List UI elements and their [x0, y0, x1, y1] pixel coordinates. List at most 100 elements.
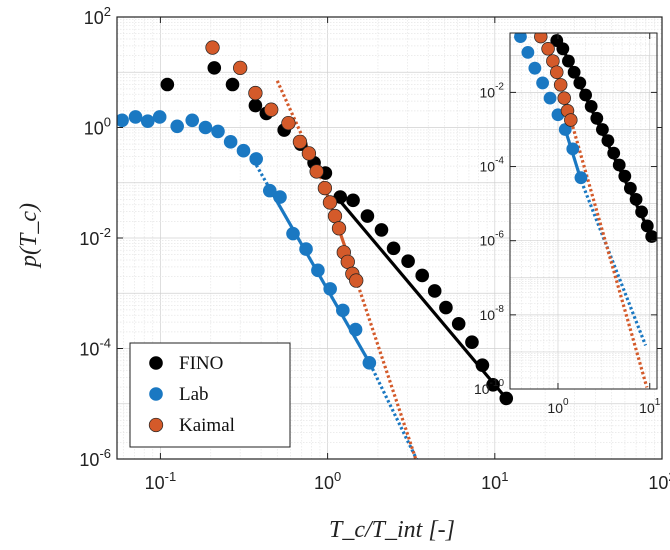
main-point-kaimal — [327, 208, 343, 224]
main-fit-lab-dotted — [368, 363, 419, 459]
main-point-lab — [311, 263, 325, 278]
inset-point-fino — [567, 65, 581, 79]
main-point-lab — [262, 183, 277, 198]
inset-point-kaimal — [550, 65, 564, 79]
main-point-lab — [211, 124, 225, 139]
legend: FINO Lab Kaimal — [129, 342, 291, 448]
main-point-fino — [386, 241, 401, 256]
inset-y-tick-label: 10-8 — [480, 304, 505, 323]
inset-ticks: 100 101 10-2 10-4 10-6 10-8 10-10 — [474, 33, 661, 416]
inset-point-kaimal — [534, 33, 548, 44]
main-point-kaimal — [340, 254, 355, 270]
main-series-lab — [117, 110, 377, 370]
legend-item-lab: Lab — [149, 384, 209, 405]
inset-y-tick-label: 10-10 — [474, 378, 504, 397]
main-point-fino — [415, 268, 430, 283]
main-point-lab — [299, 242, 313, 256]
legend-label-kaimal: Kaimal — [179, 415, 235, 436]
main-point-kaimal — [349, 273, 364, 288]
y-axis-label: p(T_c) — [16, 203, 42, 269]
main-point-lab — [128, 110, 143, 124]
main-point-fino — [499, 391, 514, 406]
main-y-tick-label: 10-2 — [79, 225, 111, 249]
inset-y-tick-label: 10-4 — [480, 156, 505, 175]
inset-point-kaimal — [564, 113, 578, 127]
main-y-tick-label: 10-6 — [79, 446, 111, 470]
inset-plot: 100 101 10-2 10-4 10-6 10-8 10-10 — [474, 32, 661, 416]
inset-point-fino — [556, 42, 570, 56]
inset-point-fino — [645, 230, 657, 243]
main-point-fino — [346, 193, 360, 208]
x-axis-label: T_c/T_int [-] — [329, 517, 455, 543]
main-point-fino — [248, 98, 263, 113]
main-point-kaimal — [248, 85, 263, 101]
main-point-fino — [374, 223, 389, 237]
inset-point-fino — [573, 76, 587, 90]
inset-point-lab — [521, 45, 535, 59]
main-point-lab — [249, 152, 263, 166]
main-point-kaimal — [317, 180, 333, 196]
inset-series-fino — [550, 34, 657, 243]
main-point-lab — [236, 143, 251, 158]
main-point-fino — [439, 300, 453, 315]
main-series-kaimal — [205, 40, 364, 288]
inset-point-fino — [629, 192, 643, 206]
main-x-tick-label: 10-1 — [145, 469, 177, 493]
main-point-lab — [198, 120, 213, 135]
legend-item-fino: FINO — [149, 353, 223, 374]
main-point-kaimal — [233, 60, 248, 76]
inset-point-kaimal — [541, 42, 555, 56]
main-points — [117, 40, 514, 406]
main-fit-kaimal-dotted — [275, 80, 325, 184]
main-point-lab — [336, 303, 350, 318]
main-point-lab — [286, 226, 300, 241]
main-point-lab — [348, 322, 363, 337]
legend-marker-fino — [149, 356, 163, 370]
inset-point-fino — [584, 99, 598, 113]
legend-marker-kaimal — [148, 417, 164, 433]
inset-point-fino — [590, 111, 604, 125]
inset-point-lab — [536, 76, 550, 90]
inset-point-fino — [640, 219, 654, 233]
main-point-fino — [451, 316, 466, 331]
inset-point-kaimal — [553, 78, 568, 92]
main-point-lab — [185, 113, 200, 128]
main-point-lab — [140, 114, 155, 129]
main-point-lab — [273, 190, 287, 204]
main-point-fino — [427, 284, 442, 298]
main-point-fino — [465, 335, 479, 350]
main-point-kaimal — [322, 195, 338, 210]
main-point-kaimal — [331, 221, 347, 236]
main-point-kaimal — [309, 164, 324, 179]
main-point-fino — [160, 77, 175, 92]
inset-point-kaimal — [557, 91, 571, 105]
inset-x-tick-label: 101 — [639, 397, 661, 416]
main-point-fino — [360, 209, 375, 223]
main-point-lab — [223, 135, 238, 149]
inset-y-tick-label: 10-2 — [480, 81, 505, 100]
main-point-kaimal — [292, 134, 308, 149]
inset-point-fino — [618, 169, 632, 183]
inset-point-lab — [514, 33, 527, 43]
main-y-tick-label: 102 — [84, 4, 111, 28]
inset-fit-lab-dotted — [579, 180, 648, 346]
main-x-tick-label: 100 — [314, 469, 341, 493]
main-point-fino — [401, 254, 415, 269]
inset-point-lab — [528, 61, 542, 75]
inset-series-lab — [514, 33, 588, 185]
main-point-kaimal — [264, 102, 279, 117]
main-point-fino — [207, 61, 222, 75]
main-fit-kaimal-dotted — [356, 284, 418, 459]
inset-point-fino — [601, 134, 615, 148]
inset-y-tick-label: 10-6 — [480, 230, 505, 249]
main-point-lab — [117, 113, 129, 128]
main-point-fino — [475, 358, 490, 372]
legend-marker-lab — [149, 387, 163, 401]
inset-point-fino — [579, 88, 592, 102]
main-point-lab — [362, 356, 377, 370]
inset-point-lab — [543, 91, 557, 105]
inset-point-lab — [574, 171, 588, 185]
main-point-kaimal — [301, 146, 317, 161]
legend-label-lab: Lab — [179, 384, 209, 405]
